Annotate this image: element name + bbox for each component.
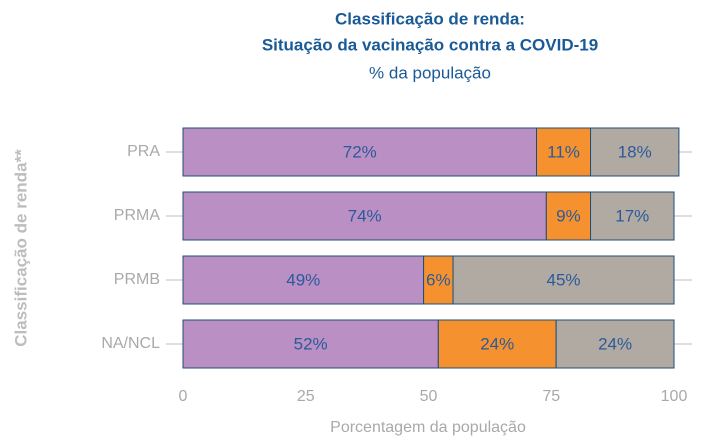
x-tick-label: 100 [661, 388, 688, 405]
value-label: 45% [547, 270, 581, 289]
y-tick-label: NA/NCL [101, 335, 160, 352]
bar-segment [590, 127, 680, 177]
bar-segment [182, 255, 425, 305]
bar-segment [437, 319, 557, 369]
bar-segment [452, 255, 675, 305]
chart-subtitle: % da população [369, 63, 491, 82]
y-axis-label: Classificação de renda** [11, 149, 30, 347]
bar-segment [182, 127, 538, 177]
bar-segment [536, 127, 592, 177]
bar-segment [423, 255, 454, 305]
x-tick-label: 0 [179, 388, 188, 405]
chart-title: Situação da vacinação contra a COVID-19 [262, 35, 598, 54]
y-tick-label: PRMB [114, 271, 160, 288]
chart-title: Classificação de renda: [335, 9, 525, 28]
value-label: 74% [348, 206, 382, 225]
value-label: 18% [618, 142, 652, 161]
x-axis-label: Porcentagem da população [330, 419, 526, 436]
x-tick-label: 50 [420, 388, 438, 405]
value-label: 24% [480, 334, 514, 353]
value-label: 24% [598, 334, 632, 353]
y-tick-label: PRMA [114, 207, 161, 224]
value-label: 72% [343, 142, 377, 161]
x-tick-label: 25 [297, 388, 315, 405]
bar-segment [555, 319, 675, 369]
bar-segment [182, 191, 547, 241]
value-label: 11% [547, 142, 580, 161]
bar-segment [590, 191, 675, 241]
value-label: 17% [615, 206, 649, 225]
value-label: 6% [426, 270, 451, 289]
y-tick-label: PRA [127, 143, 160, 160]
value-label: 49% [286, 270, 320, 289]
x-tick-label: 75 [542, 388, 560, 405]
value-label: 9% [556, 206, 581, 225]
value-label: 52% [294, 334, 328, 353]
